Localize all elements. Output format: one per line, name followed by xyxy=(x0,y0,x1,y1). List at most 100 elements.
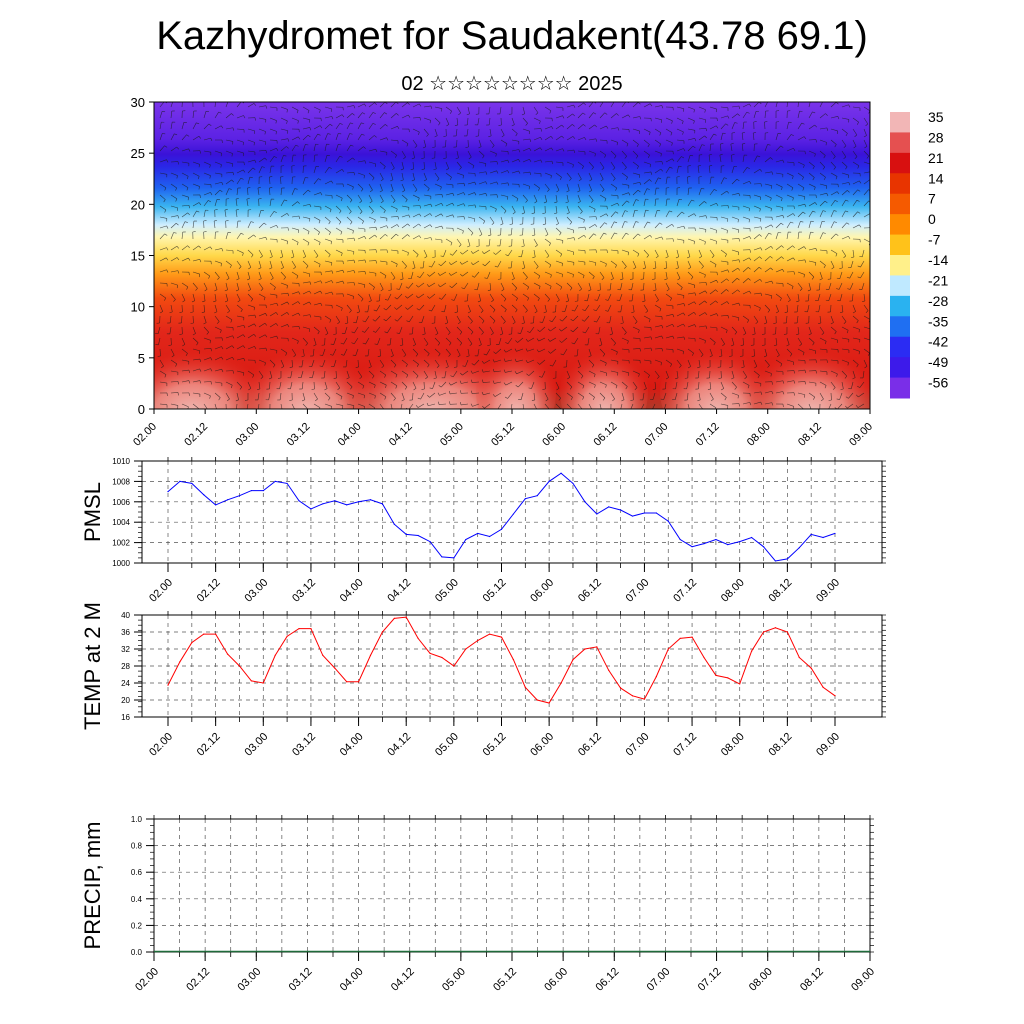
wind-barb xyxy=(775,348,780,356)
wind-barb xyxy=(588,370,596,375)
wind-barb-flag xyxy=(403,354,407,358)
y-tick-label: 32 xyxy=(121,645,130,654)
wind-barb-flag xyxy=(352,230,354,234)
wind-barb-flag xyxy=(276,225,279,228)
data-point xyxy=(322,654,324,656)
wind-barb-flag xyxy=(204,289,208,292)
wind-barb-flag xyxy=(571,342,575,345)
wind-barb-flag xyxy=(349,211,352,214)
wind-barb xyxy=(654,168,661,174)
wind-barb xyxy=(709,177,712,185)
wind-barb xyxy=(445,238,453,243)
wind-barb xyxy=(401,392,405,400)
wind-barb xyxy=(830,337,838,341)
wind-barb-flag xyxy=(190,322,194,324)
y-tick-label: 1004 xyxy=(112,518,130,527)
wind-barb-flag xyxy=(421,388,425,390)
wind-barb xyxy=(192,348,200,352)
wind-barb xyxy=(588,392,595,398)
wind-barb xyxy=(577,234,585,240)
wind-barb xyxy=(423,128,429,135)
wind-barb-flag xyxy=(780,363,783,367)
wind-barb-flag xyxy=(318,178,322,181)
wind-barb xyxy=(368,381,376,386)
wind-barb xyxy=(720,249,727,255)
wind-barb-flag xyxy=(305,343,308,346)
wind-barb xyxy=(643,370,650,376)
wind-barb xyxy=(555,106,563,109)
wind-barb-flag xyxy=(286,213,290,216)
wind-barb xyxy=(544,106,552,111)
wind-barb-flag xyxy=(481,369,484,373)
wind-barb xyxy=(610,232,615,240)
wind-barb xyxy=(432,381,436,389)
wind-barb xyxy=(522,271,528,278)
wind-barb xyxy=(599,161,605,168)
wind-barb xyxy=(335,403,343,406)
wind-barb xyxy=(555,205,558,213)
wind-barb xyxy=(621,337,629,342)
wind-barb xyxy=(654,177,659,185)
wind-barb xyxy=(203,326,209,333)
wind-barb-flag xyxy=(252,374,255,378)
wind-barb xyxy=(533,282,541,287)
wind-barb-flag xyxy=(744,376,748,380)
wind-barb-flag xyxy=(847,362,849,366)
wind-barb-flag xyxy=(341,198,343,202)
wind-barb xyxy=(412,260,416,268)
wind-barb xyxy=(423,117,431,121)
wind-barb-flag xyxy=(737,219,739,223)
x-tick-label: 07.12 xyxy=(696,966,724,994)
wind-barb xyxy=(379,137,387,141)
wind-barb xyxy=(566,381,573,388)
wind-barb-flag xyxy=(782,215,785,219)
x-tick-label: 05.00 xyxy=(438,421,466,449)
wind-barb-flag xyxy=(572,113,575,117)
wind-barb-flag xyxy=(799,288,803,291)
wind-barb xyxy=(346,259,354,262)
wind-barb-flag xyxy=(208,200,211,203)
wind-barb-flag xyxy=(559,232,562,236)
wind-barb-flag xyxy=(857,385,860,388)
wind-barb xyxy=(511,205,516,213)
wind-barb-flag xyxy=(754,366,758,369)
wind-barb-flag xyxy=(330,343,334,345)
wind-barb xyxy=(367,304,370,312)
wind-barb xyxy=(775,159,783,163)
wind-barb-flag xyxy=(450,242,453,246)
wind-barb xyxy=(375,326,381,333)
wind-barb-flag xyxy=(538,286,541,290)
wind-barb-flag xyxy=(210,192,213,196)
wind-barb-flag xyxy=(594,224,598,227)
wind-barb xyxy=(477,348,480,356)
wind-barb xyxy=(489,170,497,174)
warm-region xyxy=(348,340,516,409)
wind-barb-flag xyxy=(525,277,528,280)
wind-barb xyxy=(203,210,206,218)
wind-barb xyxy=(527,359,535,364)
wind-barb-flag xyxy=(858,351,860,355)
wind-barb xyxy=(467,161,475,166)
wind-barb xyxy=(676,271,681,279)
wind-barb-flag xyxy=(548,243,551,246)
wind-barb xyxy=(225,102,229,108)
wind-barb xyxy=(387,326,392,334)
wind-barb xyxy=(247,304,255,308)
wind-barb xyxy=(159,216,167,219)
data-point xyxy=(465,538,467,541)
wind-barb xyxy=(841,337,849,340)
x-tick-label: 02.12 xyxy=(182,421,210,449)
warm-region xyxy=(560,340,648,409)
wind-barb xyxy=(399,282,403,290)
wind-barb-flag xyxy=(647,221,651,224)
data-point xyxy=(822,686,824,688)
wind-barb-flag xyxy=(491,145,495,148)
wind-barb xyxy=(343,348,348,356)
wind-barb xyxy=(830,381,836,388)
wind-barb-flag xyxy=(650,171,653,175)
wind-barb xyxy=(500,128,505,136)
wind-barb-flag xyxy=(496,194,498,198)
wind-barb-flag xyxy=(374,219,376,223)
wind-barb-flag xyxy=(570,329,574,333)
wind-barb xyxy=(753,226,761,229)
